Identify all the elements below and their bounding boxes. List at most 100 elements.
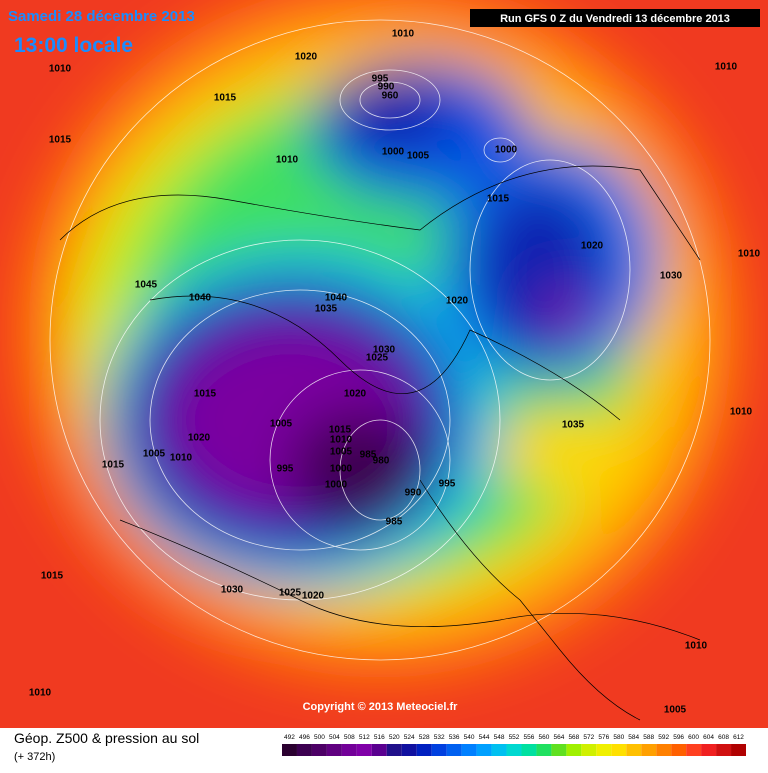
legend-label: 612 (733, 734, 744, 741)
legend-label: 536 (449, 734, 460, 741)
isobar-label: 1015 (214, 93, 237, 104)
legend-label: 500 (314, 734, 325, 741)
copyright: Copyright © 2013 Meteociel.fr (303, 701, 459, 713)
legend-swatch (641, 744, 657, 756)
legend-label: 596 (673, 734, 684, 741)
isobar-label: 1010 (392, 29, 415, 40)
isobar-label: 1040 (325, 293, 348, 304)
isobar-label: 1010 (330, 435, 353, 446)
isobar-label: 1015 (487, 194, 510, 205)
isobar-label: 1010 (29, 688, 52, 699)
isobar-label: 1045 (135, 280, 158, 291)
legend-swatch (476, 744, 492, 756)
legend-label: 568 (568, 734, 579, 741)
legend-swatch (686, 744, 702, 756)
isobar-label: 1015 (41, 571, 64, 582)
isobar-label: 1025 (366, 353, 389, 364)
legend-swatch (401, 744, 417, 756)
legend-swatch (656, 744, 672, 756)
legend-swatch (581, 744, 597, 756)
isobar-label: 1010 (715, 62, 738, 73)
run-text: Run GFS 0 Z du Vendredi 13 décembre 2013 (500, 13, 730, 25)
isobar-label: 990 (378, 82, 395, 93)
isobar-label: 985 (360, 450, 377, 461)
legend-label: 544 (479, 734, 490, 741)
legend-swatch (701, 744, 717, 756)
isobar-label: 1025 (279, 588, 302, 599)
legend-swatch (446, 744, 462, 756)
legend-label: 564 (553, 734, 564, 741)
legend-label: 528 (419, 734, 430, 741)
isobar-label: 1005 (270, 419, 293, 430)
legend-swatch (566, 744, 582, 756)
isobar-label: 1010 (738, 249, 761, 260)
legend-swatch (341, 744, 357, 756)
legend-label: 548 (494, 734, 505, 741)
legend-swatch (551, 744, 567, 756)
isobar-label: 1020 (446, 296, 469, 307)
isobar-label: 995 (277, 464, 294, 475)
legend-swatch (431, 744, 447, 756)
legend-label: 608 (718, 734, 729, 741)
legend-swatch (506, 744, 522, 756)
isobar-label: 985 (386, 517, 403, 528)
isobar-label: 1035 (315, 304, 338, 315)
legend-swatch (461, 744, 477, 756)
isobar-label: 1020 (302, 591, 325, 602)
legend-label: 512 (359, 734, 370, 741)
legend-swatch (282, 744, 297, 756)
isobar-label: 1015 (102, 460, 125, 471)
isobar-label: 1020 (344, 389, 367, 400)
isobar-label: 980 (373, 456, 390, 467)
legend-label: 532 (434, 734, 445, 741)
isobar-label: 995 (372, 74, 389, 85)
isobar-label: 1040 (189, 293, 212, 304)
isobar-label: 1005 (407, 151, 430, 162)
isobar-label: 995 (439, 479, 456, 490)
legend-swatch (326, 744, 342, 756)
legend-swatch (416, 744, 432, 756)
isobar-label: 1000 (382, 147, 405, 158)
isobar-label: 1035 (562, 420, 585, 431)
isobar-label: 1015 (329, 425, 352, 436)
isobar-label: 1020 (295, 52, 318, 63)
legend-label: 584 (628, 734, 639, 741)
isobar-label: 1005 (330, 447, 353, 458)
legend-label: 492 (284, 734, 295, 741)
run-box (470, 9, 760, 27)
isobar-label: 960 (382, 91, 399, 102)
map-field (0, 0, 768, 728)
legend-label: 520 (389, 734, 400, 741)
legend-swatch (731, 744, 746, 756)
legend-swatch (356, 744, 372, 756)
isobar-label: 1030 (373, 345, 396, 356)
isobar-label: 1010 (49, 64, 72, 75)
isobar-label: 1030 (660, 271, 683, 282)
date-text: Samedi 28 décembre 2013 (8, 8, 195, 25)
legend-label: 552 (509, 734, 520, 741)
legend-swatch (716, 744, 732, 756)
legend-swatch (386, 744, 402, 756)
legend-label: 576 (598, 734, 609, 741)
legend-label: 560 (539, 734, 550, 741)
footer-range: (+ 372h) (14, 751, 55, 763)
isobar-label: 1005 (664, 705, 687, 716)
legend-label: 524 (404, 734, 415, 741)
legend-swatch (611, 744, 627, 756)
legend-label: 556 (524, 734, 535, 741)
legend-label: 572 (583, 734, 594, 741)
isobar-labels: 1010102010109959909601010101510151010100… (29, 29, 761, 716)
legend-label: 600 (688, 734, 699, 741)
legend-label: 516 (374, 734, 385, 741)
legend-swatch (521, 744, 537, 756)
isobar-label: 1010 (730, 407, 753, 418)
legend-swatch (671, 744, 687, 756)
isobar-label: 1015 (194, 389, 217, 400)
legend-label: 592 (658, 734, 669, 741)
legend-swatch (296, 744, 312, 756)
legend-label: 588 (643, 734, 654, 741)
legend-label: 508 (344, 734, 355, 741)
footer-title: Géop. Z500 & pression au sol (14, 730, 199, 746)
isobar-label: 1000 (330, 464, 353, 475)
